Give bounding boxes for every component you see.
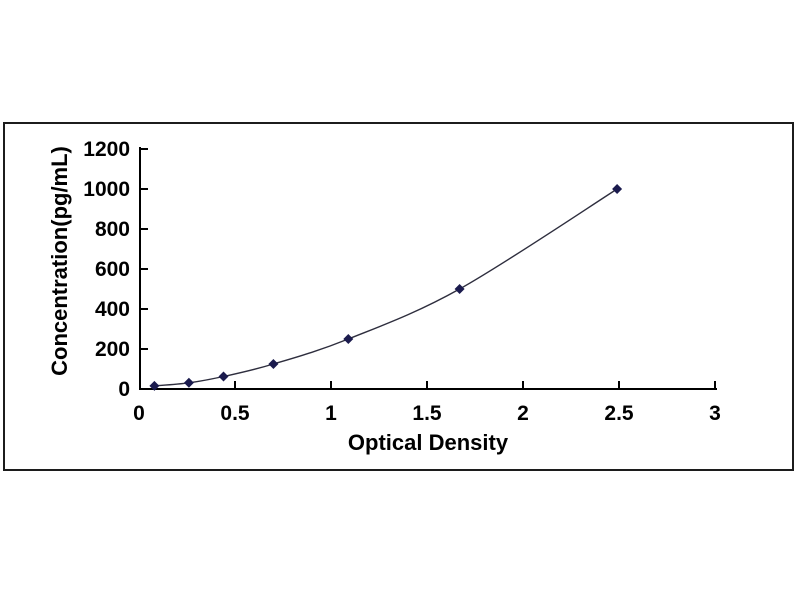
chart-plot-area: 0 0.5 1 1.5 2 2.5 3 0 200 400 600 800 1000 1200 bbox=[3, 122, 794, 471]
x-tick-label: 0.5 bbox=[220, 402, 250, 425]
x-tick-label: 1 bbox=[325, 402, 337, 425]
standard-curve-line bbox=[154, 188, 618, 387]
data-point-marker bbox=[218, 371, 229, 382]
x-tick-label: 2.5 bbox=[604, 402, 634, 425]
x-axis-title: Optical Density bbox=[348, 430, 509, 455]
y-tick-label: 1000 bbox=[83, 178, 130, 201]
y-tick-label: 600 bbox=[95, 258, 130, 281]
chart-border bbox=[3, 122, 794, 471]
y-tick-label: 1200 bbox=[83, 138, 130, 161]
x-tick-label: 3 bbox=[709, 402, 721, 425]
data-point-marker bbox=[183, 377, 194, 388]
data-point-marker bbox=[454, 284, 465, 294]
x-tick-label: 0 bbox=[133, 402, 145, 425]
y-tick-label: 200 bbox=[95, 338, 130, 361]
x-tick-label: 2 bbox=[517, 402, 529, 425]
y-tick-label: 0 bbox=[118, 378, 130, 401]
data-point-marker bbox=[149, 380, 160, 391]
y-tick-label: 400 bbox=[95, 298, 130, 321]
y-axis-title: Concentration(pg/mL) bbox=[47, 146, 72, 376]
data-point-marker bbox=[268, 359, 279, 369]
data-point-marker bbox=[343, 334, 354, 344]
data-point-marker bbox=[612, 184, 623, 194]
y-tick-label: 800 bbox=[95, 218, 130, 241]
x-tick-label: 1.5 bbox=[412, 402, 442, 425]
